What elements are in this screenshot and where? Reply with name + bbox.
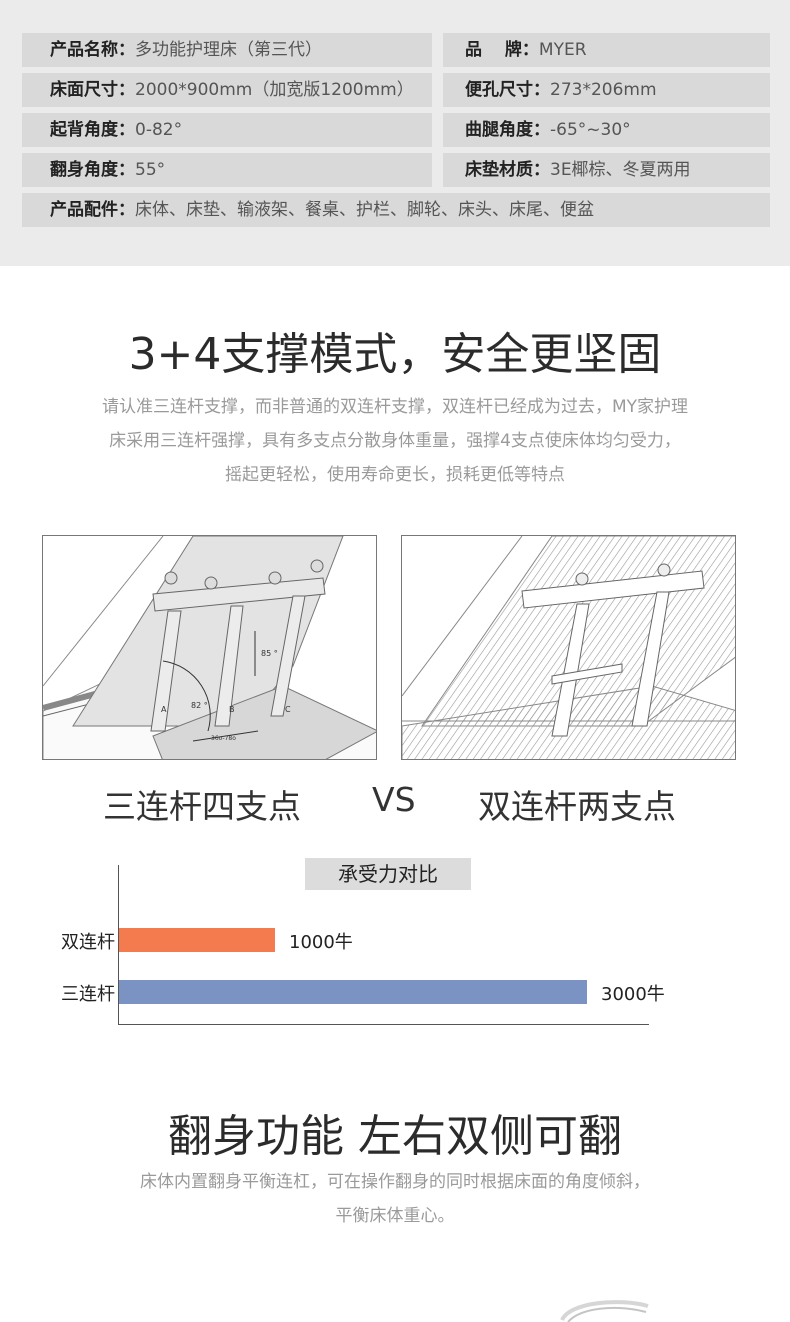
spec-value: 床体、床垫、输液架、餐桌、护栏、脚轮、床头、床尾、便盆 — [135, 200, 594, 220]
turn-title: 翻身功能 左右双侧可翻 — [0, 1100, 790, 1164]
support-desc-line-2: 床采用三连杆强撑，具有多支点分散身体重量，强撑4支点使床体均匀受力， — [40, 424, 750, 458]
category-label-two-link: 双连杆 — [20, 928, 115, 954]
spec-accessories-row: 产品配件：床体、床垫、输液架、餐桌、护栏、脚轮、床头、床尾、便盆 — [22, 193, 770, 227]
bar-three-link — [119, 980, 587, 1004]
two-link-drawing — [402, 536, 736, 760]
category-label-three-link: 三连杆 — [20, 980, 115, 1006]
turn-description: 床体内置翻身平衡连杠，可在操作翻身的同时根据床面的角度倾斜， 平衡床体重心。 — [40, 1165, 750, 1233]
spec-label: 便孔尺寸： — [465, 80, 550, 100]
spec-value: MYER — [539, 40, 587, 60]
spec-brand-row: 品 牌：MYER — [443, 33, 770, 67]
two-link-diagram — [401, 535, 736, 760]
x-axis — [118, 1024, 649, 1025]
support-desc-line-3: 摇起更轻松，使用寿命更长，损耗更低等特点 — [40, 458, 750, 492]
spec-value: -65°~30° — [550, 120, 631, 140]
spec-panel: 产品名称：多功能护理床（第三代） 品 牌：MYER 床面尺寸：2000*900m… — [0, 0, 790, 266]
spec-leg-row: 曲腿角度：-65°~30° — [443, 113, 770, 147]
value-label-two-link: 1000牛 — [289, 928, 353, 954]
rod-a-label: A — [161, 705, 167, 714]
turn-desc-line-2: 平衡床体重心。 — [40, 1199, 750, 1233]
value-label-three-link: 3000牛 — [601, 980, 665, 1006]
chart-title: 承受力对比 — [305, 858, 471, 890]
spec-value: 3E椰棕、冬夏两用 — [550, 160, 691, 180]
spec-back-row: 起背角度：0-82° — [22, 113, 432, 147]
angle-82-label: 82 ° — [191, 701, 208, 710]
spec-label: 品 牌： — [465, 40, 539, 60]
partial-bed-image — [560, 1296, 650, 1322]
force-comparison-chart: 承受力对比 双连杆 1000牛 三连杆 3000牛 — [0, 850, 790, 1040]
spec-name-row: 产品名称：多功能护理床（第三代） — [22, 33, 432, 67]
spec-value: 多功能护理床（第三代） — [135, 40, 322, 60]
support-desc-line-1: 请认准三连杆支撑，而非普通的双连杆支撑，双连杆已经成为过去，MY家护理 — [40, 390, 750, 424]
support-description: 请认准三连杆支撑，而非普通的双连杆支撑，双连杆已经成为过去，MY家护理 床采用三… — [40, 390, 750, 492]
rod-c-label: C — [285, 705, 291, 714]
spec-value: 0-82° — [135, 120, 182, 140]
three-link-diagram: 85 ° 82 ° A B C 36o-78o — [42, 535, 377, 760]
angle-85-label: 85 ° — [261, 649, 278, 658]
dimension-label: 36o-78o — [211, 735, 236, 742]
vs-label: VS — [372, 780, 416, 819]
spec-value: 273*206mm — [550, 80, 657, 100]
spec-label: 起背角度： — [50, 120, 135, 140]
bar-two-link — [119, 928, 275, 952]
spec-value: 55° — [135, 160, 165, 180]
spec-label: 产品名称： — [50, 40, 135, 60]
spec-label: 曲腿角度： — [465, 120, 550, 140]
spec-mattress-row: 床垫材质：3E椰棕、冬夏两用 — [443, 153, 770, 187]
three-link-drawing: 85 ° 82 ° A B C 36o-78o — [43, 536, 377, 760]
spec-hole-row: 便孔尺寸：273*206mm — [443, 73, 770, 107]
turn-desc-line-1: 床体内置翻身平衡连杠，可在操作翻身的同时根据床面的角度倾斜， — [40, 1165, 750, 1199]
spec-turn-row: 翻身角度：55° — [22, 153, 432, 187]
spec-label: 产品配件： — [50, 200, 135, 220]
rod-b-label: B — [229, 705, 235, 714]
spec-label: 翻身角度： — [50, 160, 135, 180]
spec-size-row: 床面尺寸：2000*900mm（加宽版1200mm） — [22, 73, 432, 107]
spec-value: 2000*900mm（加宽版1200mm） — [135, 80, 414, 100]
three-link-caption: 三连杆四支点 — [103, 780, 301, 828]
spec-label: 床面尺寸： — [50, 80, 135, 100]
two-link-caption: 双连杆两支点 — [478, 780, 676, 828]
support-title: 3+4支撑模式，安全更坚固 — [0, 318, 790, 382]
spec-label: 床垫材质： — [465, 160, 550, 180]
